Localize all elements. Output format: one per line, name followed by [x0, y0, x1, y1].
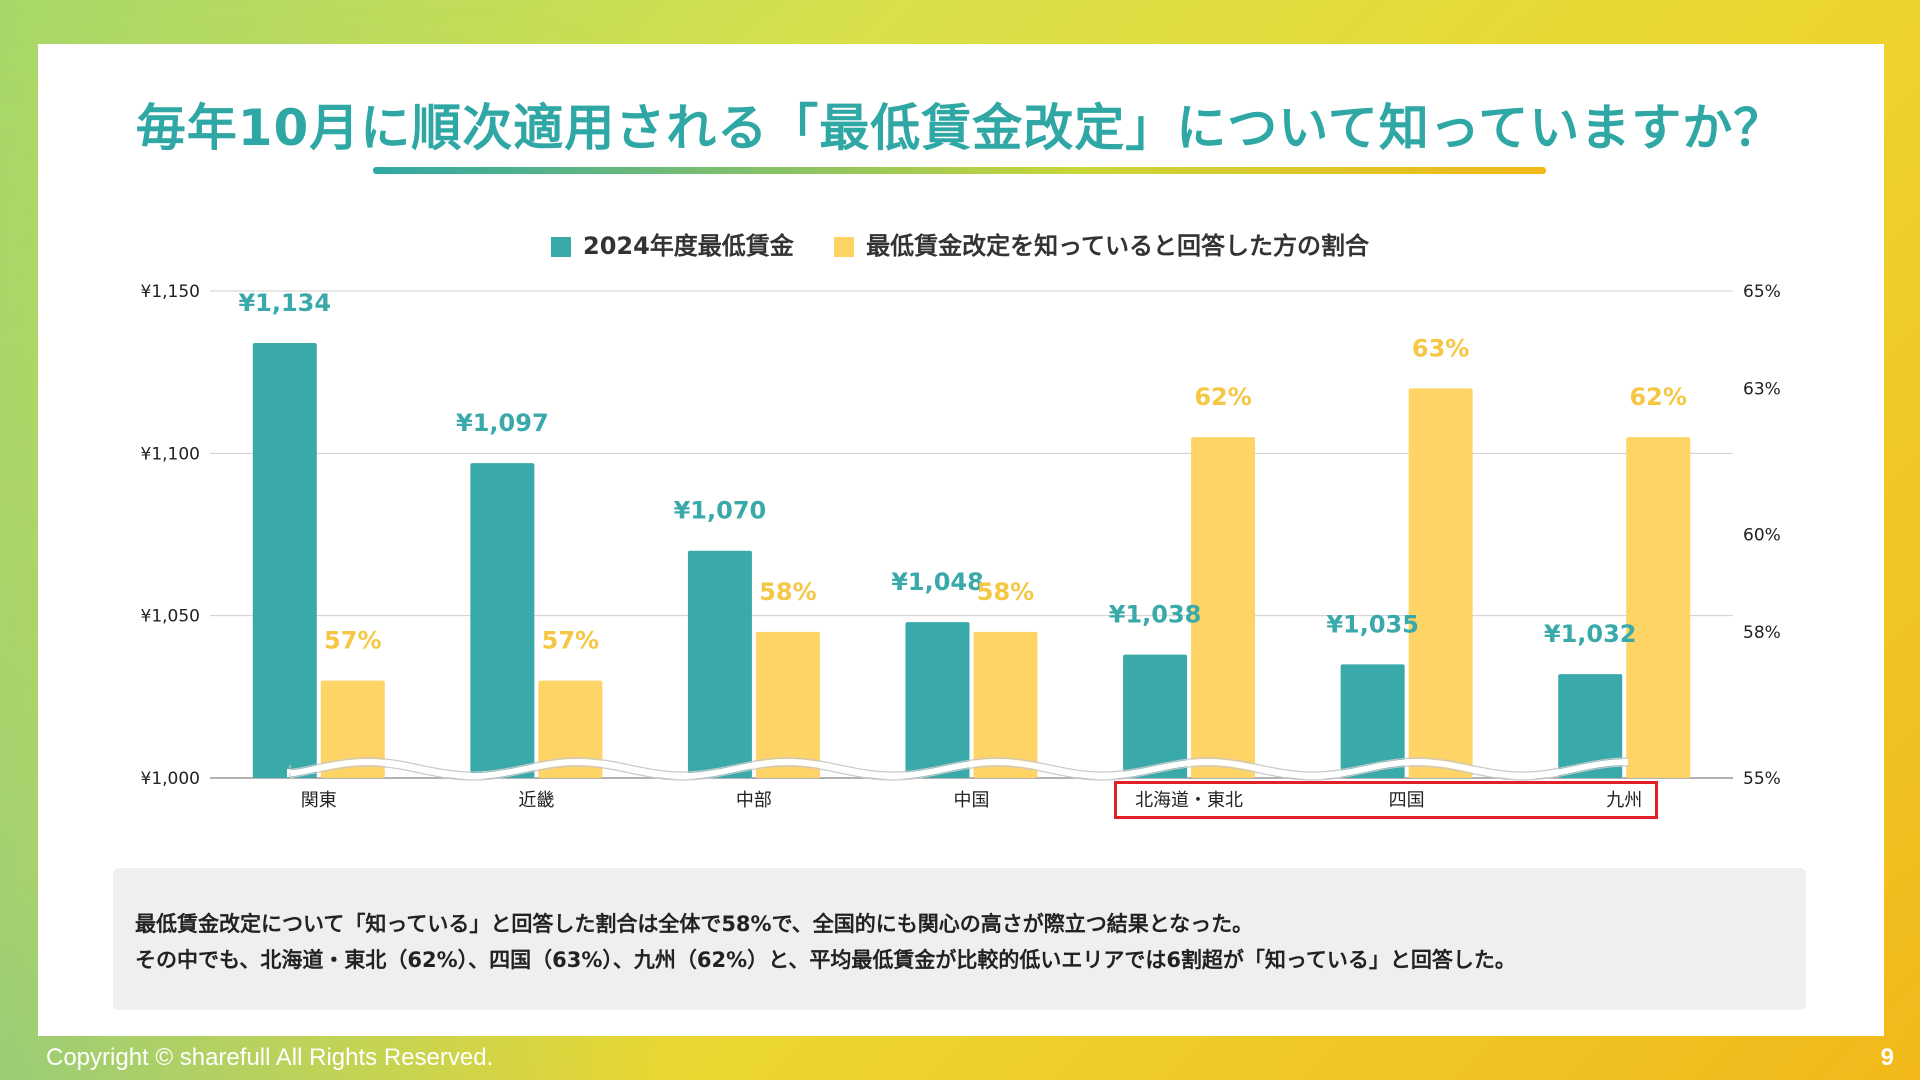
- legend-swatch-awareness: [834, 237, 855, 257]
- data-label-awareness: 58%: [977, 578, 1034, 606]
- y-right-tick-label: 63%: [1743, 379, 1781, 399]
- y-right-tick-label: 58%: [1743, 623, 1781, 643]
- legend-label-wage: 2024年度最低賃金: [583, 232, 794, 260]
- category-label: 中部: [736, 790, 772, 811]
- data-label-wage: ¥1,070: [674, 497, 767, 525]
- axis-break-wave-edge: [289, 765, 1629, 781]
- y-left-tick-label: ¥1,000: [141, 769, 200, 789]
- summary-note-line-2: その中でも、北海道・東北（62%）、四国（63%）、九州（62%）と、平均最低賃…: [135, 948, 1516, 972]
- bar-awareness: [755, 631, 820, 778]
- category-label: 近畿: [518, 790, 554, 811]
- bar-wage: [1340, 664, 1405, 778]
- data-label-awareness: 62%: [1194, 383, 1251, 411]
- data-label-wage: ¥1,038: [1109, 601, 1202, 629]
- bar-wage: [905, 622, 970, 778]
- y-right-tick-label: 60%: [1743, 526, 1781, 546]
- legend-label-awareness: 最低賃金改定を知っていると回答した方の割合: [866, 232, 1369, 260]
- y-left-tick-label: ¥1,100: [141, 444, 200, 464]
- category-label: 四国: [1389, 790, 1425, 811]
- category-label: 関東: [301, 790, 337, 811]
- axis-break-wave: [287, 759, 1629, 779]
- bar-awareness: [320, 680, 385, 778]
- bar-awareness: [538, 680, 603, 778]
- bar-awareness: [1626, 437, 1691, 778]
- data-label-awareness: 58%: [759, 578, 816, 606]
- data-label-awareness: 63%: [1412, 334, 1469, 362]
- chart-legend: 2024年度最低賃金 最低賃金改定を知っていると回答した方の割合: [0, 226, 1920, 261]
- data-label-wage: ¥1,134: [238, 289, 331, 317]
- data-label-awareness: 62%: [1629, 383, 1686, 411]
- title-underline: [373, 167, 1546, 174]
- bar-wage: [687, 550, 752, 778]
- category-label: 九州: [1606, 790, 1642, 811]
- y-left-tick-label: ¥1,050: [141, 607, 200, 627]
- bar-awareness: [1408, 388, 1473, 778]
- axis-break-wave-edge: [289, 757, 1629, 773]
- bar-wage: [252, 342, 317, 778]
- category-label: 北海道・東北: [1135, 790, 1243, 811]
- data-label-awareness: 57%: [542, 627, 599, 655]
- bar-wage: [1558, 674, 1623, 778]
- legend-swatch-wage: [551, 237, 572, 257]
- legend-item-wage: 2024年度最低賃金: [551, 226, 794, 261]
- y-right-tick-label: 65%: [1743, 282, 1781, 302]
- data-label-wage: ¥1,035: [1326, 610, 1419, 638]
- summary-note: 最低賃金改定について「知っている」と回答した割合は全体で58%で、全国的にも関心…: [113, 868, 1806, 1010]
- highlight-box: [1114, 781, 1658, 819]
- legend-item-awareness: 最低賃金改定を知っていると回答した方の割合: [834, 226, 1369, 261]
- category-label: 中国: [954, 790, 990, 811]
- page-number: 9: [1880, 1044, 1894, 1071]
- slide-title: 毎年10月に順次適用される「最低賃金改定」について知っていますか？: [135, 99, 1785, 157]
- data-label-wage: ¥1,097: [456, 409, 549, 437]
- summary-note-line-1: 最低賃金改定について「知っている」と回答した割合は全体で58%で、全国的にも関心…: [135, 912, 1254, 936]
- bar-awareness: [973, 631, 1038, 778]
- bar-awareness: [1191, 437, 1256, 778]
- data-label-wage: ¥1,048: [891, 568, 984, 596]
- bar-wage: [1123, 654, 1188, 778]
- y-right-tick-label: 55%: [1743, 769, 1781, 789]
- y-left-tick-label: ¥1,150: [141, 282, 200, 302]
- bar-wage: [470, 463, 535, 778]
- data-label-wage: ¥1,032: [1544, 620, 1637, 648]
- data-label-awareness: 57%: [324, 627, 381, 655]
- footer-copyright: Copyright © sharefull All Rights Reserve…: [46, 1044, 494, 1071]
